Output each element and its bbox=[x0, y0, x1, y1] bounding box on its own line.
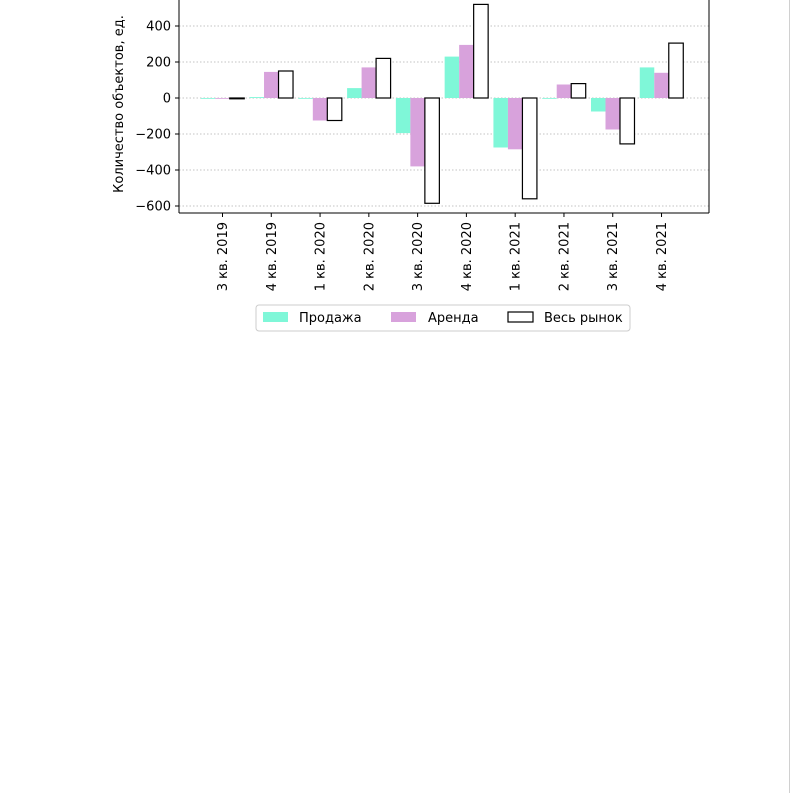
y-axis-label: Количество объектов, ед. bbox=[112, 15, 127, 193]
bar-sale bbox=[249, 97, 265, 98]
x-tick-label: 3 кв. 2021 bbox=[606, 222, 621, 291]
bar-market bbox=[277, 70, 294, 99]
y-ticks: −600 −400 −200 0 200 400 bbox=[135, 20, 179, 215]
legend-frame bbox=[255, 304, 631, 332]
bar-sale bbox=[542, 98, 557, 99]
bar-sale bbox=[200, 98, 216, 99]
bar-sale bbox=[444, 56, 460, 98]
y-tick-label: −200 bbox=[135, 128, 171, 143]
y-tick-label: 400 bbox=[146, 20, 171, 35]
x-tick-label: 3 кв. 2019 bbox=[216, 222, 231, 291]
axes bbox=[178, 0, 710, 214]
y-tick-label: −600 bbox=[135, 200, 171, 215]
bar-market bbox=[619, 97, 636, 145]
bar-sale bbox=[395, 98, 411, 134]
legend-swatch-rent bbox=[391, 312, 416, 322]
bar-market bbox=[375, 57, 392, 99]
bar-market bbox=[668, 42, 684, 99]
bar-rent bbox=[459, 44, 474, 98]
bar-rent bbox=[215, 98, 230, 99]
y-tick-label: 200 bbox=[146, 56, 171, 71]
bar-market bbox=[424, 97, 440, 204]
bar-market bbox=[229, 97, 245, 100]
bar-market bbox=[570, 82, 587, 99]
bar-rent bbox=[312, 98, 328, 121]
bar-rent bbox=[264, 71, 279, 98]
bar-sale bbox=[298, 98, 313, 99]
bar-market bbox=[473, 3, 489, 99]
x-tick-label: 3 кв. 2020 bbox=[411, 222, 426, 291]
bar-rent bbox=[654, 72, 669, 98]
bar-rent bbox=[556, 84, 572, 98]
x-tick-label: 4 кв. 2021 bbox=[655, 222, 670, 291]
legend: Продажа Аренда Весь рынок bbox=[255, 304, 631, 332]
bar-sale bbox=[347, 88, 362, 98]
bar-rent bbox=[605, 98, 620, 130]
legend-swatch-sale bbox=[263, 312, 288, 322]
bars bbox=[200, 3, 684, 204]
bar-sale bbox=[639, 67, 655, 98]
legend-label-market: Весь рынок bbox=[544, 311, 623, 326]
bar-sale bbox=[590, 98, 606, 112]
legend-label-sale: Продажа bbox=[299, 311, 362, 326]
x-tick-label: 2 кв. 2020 bbox=[362, 222, 377, 291]
x-tick-label: 2 кв. 2021 bbox=[557, 222, 572, 291]
bar-rent bbox=[507, 98, 523, 150]
bar-market bbox=[521, 97, 538, 200]
legend-swatch-market bbox=[507, 311, 534, 323]
bar-rent bbox=[361, 67, 377, 98]
bar-market bbox=[326, 97, 343, 122]
bar-rent bbox=[410, 98, 425, 167]
y-tick-label: −400 bbox=[135, 164, 171, 179]
x-tick-label: 1 кв. 2020 bbox=[314, 222, 329, 291]
bar-sale bbox=[493, 98, 508, 148]
y-tick-label: 0 bbox=[163, 92, 171, 107]
x-tick-label: 4 кв. 2019 bbox=[265, 222, 280, 291]
page-edge-line bbox=[789, 0, 790, 793]
legend-label-rent: Аренда bbox=[428, 311, 479, 326]
x-tick-label: 1 кв. 2021 bbox=[509, 222, 524, 291]
x-ticks: 3 кв. 2019 4 кв. 2019 1 кв. 2020 2 кв. 2020… bbox=[216, 213, 670, 291]
x-tick-label: 4 кв. 2020 bbox=[460, 222, 475, 291]
